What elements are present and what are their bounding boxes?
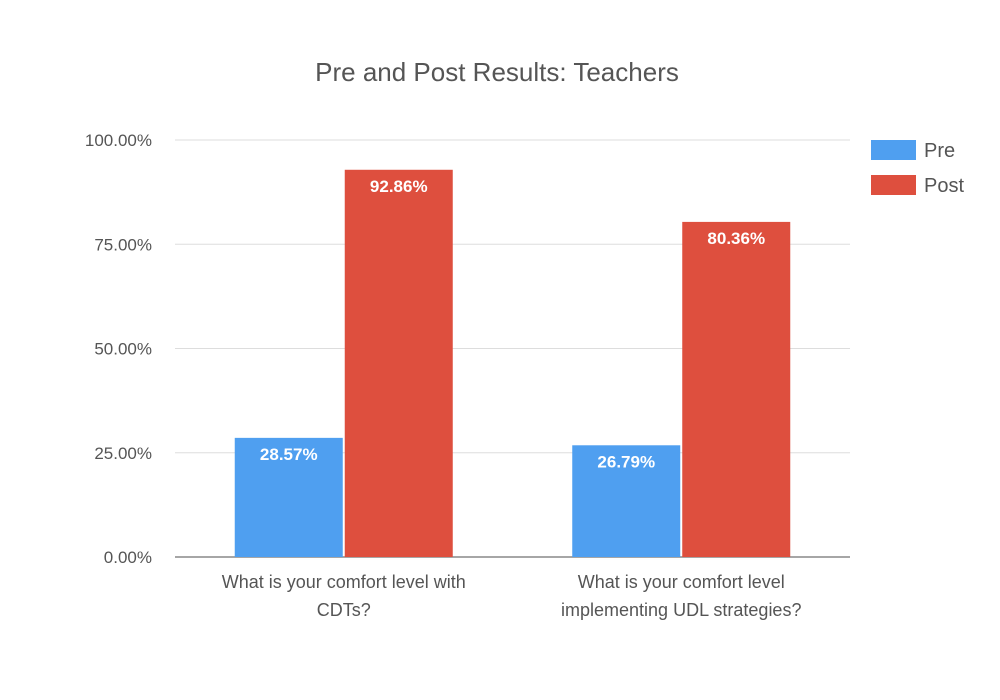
data-labels: 28.57% 92.86% 26.79% 80.36% [260, 177, 765, 472]
x-category-label: implementing UDL strategies? [561, 600, 801, 620]
y-tick-label: 50.00% [94, 340, 152, 359]
data-label-post: 80.36% [707, 229, 765, 248]
bar-pre [234, 437, 343, 557]
y-tick-label: 0.00% [104, 548, 152, 567]
data-label-pre: 28.57% [260, 445, 318, 464]
legend-swatch-pre [871, 140, 916, 160]
x-category-label: What is your comfort level with [222, 572, 466, 592]
legend: Pre Post [871, 140, 964, 197]
bar-post [682, 221, 791, 557]
legend-label-pre: Pre [924, 140, 955, 162]
data-label-pre: 26.79% [597, 452, 655, 471]
bar-post [344, 169, 453, 557]
legend-swatch-post [871, 175, 916, 195]
x-category-label: What is your comfort level [578, 572, 785, 592]
bars [234, 169, 791, 557]
y-tick-label: 25.00% [94, 444, 152, 463]
x-axis-categories: What is your comfort level with CDTs? What… [222, 572, 802, 620]
y-tick-label: 75.00% [94, 235, 152, 254]
y-tick-label: 100.00% [85, 131, 152, 150]
bar-pre [572, 445, 681, 557]
chart-title: Pre and Post Results: Teachers [315, 57, 679, 87]
legend-label-post: Post [924, 175, 964, 197]
x-category-label: CDTs? [317, 600, 371, 620]
data-label-post: 92.86% [370, 177, 428, 196]
y-axis-ticks: 0.00% 25.00% 50.00% 75.00% 100.00% [85, 131, 152, 567]
